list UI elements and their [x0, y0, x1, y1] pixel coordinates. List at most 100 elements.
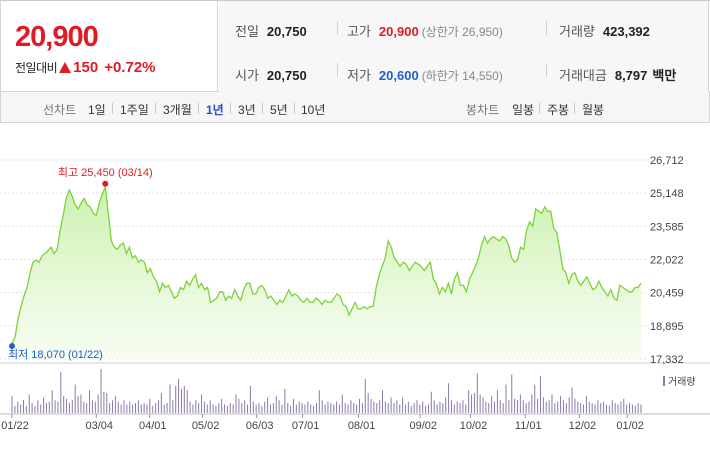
stats-panel: 전일 20,750 고가 20,900 (상한가 26,950) 거래량 423,392…	[219, 1, 709, 92]
volume-bar	[571, 387, 573, 413]
y-tick-label: 20,459	[650, 288, 684, 300]
volume-bar	[114, 395, 116, 413]
volume-bar	[459, 403, 461, 413]
volume-bar	[591, 403, 593, 413]
volume-bar	[448, 383, 450, 413]
x-tick-label: 01/22	[1, 420, 29, 432]
volume-bar	[539, 376, 541, 413]
volume-bar	[410, 405, 412, 413]
lower-limit-text: (하한가 14,550)	[421, 69, 503, 83]
volume-bar	[198, 403, 200, 413]
volume-bar	[338, 404, 340, 413]
tab-1y[interactable]: 1년	[206, 103, 224, 117]
volume-bar	[34, 405, 36, 413]
x-tick-label: 07/01	[292, 420, 320, 432]
volume-bar	[66, 398, 68, 413]
volume-bar	[606, 404, 608, 413]
tab-10y[interactable]: 10년	[301, 103, 326, 117]
volume-bar	[462, 400, 464, 413]
volume-bar	[206, 404, 208, 413]
volume-bar	[577, 401, 579, 413]
stat-label: 저가	[347, 68, 371, 83]
volume-bar	[439, 401, 441, 413]
max-annotation: 최고 25,450 (03/14)	[58, 166, 153, 179]
tab-divider	[294, 103, 295, 114]
tab-divider	[112, 103, 113, 114]
volume-bar	[290, 405, 292, 413]
volume-bar	[384, 401, 386, 413]
volume-bar	[390, 397, 392, 413]
x-tick-label: 03/04	[86, 420, 114, 432]
volume-bar	[399, 404, 401, 413]
volume-bar	[473, 393, 475, 413]
tab-monthly[interactable]: 월봉	[582, 103, 605, 117]
volume-bar	[215, 405, 217, 413]
volume-bar	[203, 401, 205, 413]
stat-value: 8,797	[614, 68, 648, 83]
volume-bar	[637, 403, 639, 413]
volume-bar	[516, 400, 518, 413]
tab-5y[interactable]: 5년	[270, 103, 288, 117]
volume-bar	[71, 400, 73, 413]
volume-bar	[272, 403, 274, 413]
volume-bar	[89, 390, 91, 413]
tab-3y[interactable]: 3년	[238, 103, 256, 117]
volume-bar	[626, 404, 628, 413]
stat-label: 거래량	[559, 24, 595, 39]
volume-bar	[580, 403, 582, 413]
change-row: 전일대비 150 +0.72%	[15, 59, 156, 76]
volume-bar	[20, 404, 22, 413]
volume-bar	[25, 405, 27, 413]
volume-bar	[427, 404, 429, 413]
volume-bar	[155, 403, 157, 413]
volume-bar	[499, 400, 501, 413]
price-area	[12, 186, 641, 359]
volume-bar	[295, 404, 297, 413]
volume-bar	[60, 371, 62, 413]
stat-unit: 백만	[652, 68, 677, 83]
volume-bar	[511, 374, 513, 413]
volume-bar	[209, 400, 211, 413]
volume-bar	[485, 401, 487, 413]
tab-1w[interactable]: 1주일	[120, 103, 149, 117]
volume-bar	[453, 404, 455, 413]
volume-bar	[631, 404, 633, 413]
volume-bar	[258, 403, 260, 413]
volume-bar	[422, 401, 424, 413]
volume-bar	[269, 404, 271, 413]
volume-bar	[244, 400, 246, 413]
volume-bar	[238, 398, 240, 413]
volume-bar	[548, 400, 550, 413]
volume-bar	[252, 401, 254, 413]
volume-bar	[86, 403, 88, 413]
volume-bar	[382, 390, 384, 413]
volume-bar	[135, 403, 137, 413]
volume-bar	[367, 393, 369, 413]
volume-bar	[611, 400, 613, 413]
volume-bar	[554, 403, 556, 413]
tab-3m[interactable]: 3개월	[163, 103, 192, 117]
volume-bar	[522, 400, 524, 413]
volume-bar	[68, 403, 70, 413]
volume-bar	[508, 400, 510, 413]
volume-bar	[347, 404, 349, 413]
tab-daily[interactable]: 일봉	[512, 103, 535, 117]
divider	[337, 21, 338, 35]
tab-divider	[155, 103, 156, 114]
volume-bar	[456, 401, 458, 413]
volume-bar	[172, 400, 174, 413]
volume-bar	[442, 403, 444, 413]
volume-bar	[40, 404, 42, 413]
y-tick-label: 26,712	[650, 155, 684, 167]
x-tick-label: 01/02	[616, 420, 644, 432]
line-chart-label: 선차트	[43, 103, 77, 117]
volume-bar	[14, 405, 16, 413]
volume-bar	[224, 404, 226, 413]
volume-bar	[608, 405, 610, 413]
tab-weekly[interactable]: 주봉	[547, 103, 570, 117]
volume-bar	[284, 388, 286, 413]
stat-amount: 거래대금 8,797 백만	[559, 65, 676, 84]
tab-divider	[198, 103, 199, 114]
tab-1d[interactable]: 1일	[88, 103, 106, 117]
stat-low: 저가 20,600 (하한가 14,550)	[347, 65, 503, 84]
